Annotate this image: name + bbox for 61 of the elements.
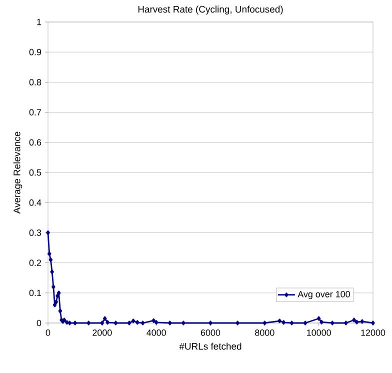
point bbox=[47, 251, 52, 256]
y-tick-label: 0.5 bbox=[29, 169, 42, 176]
y-tick-label: 1 bbox=[37, 18, 42, 26]
point bbox=[102, 316, 107, 321]
y-tick-label: 0.4 bbox=[29, 199, 42, 206]
x-axis-title: #URLs fetched bbox=[179, 342, 242, 350]
point bbox=[48, 257, 53, 262]
point bbox=[73, 320, 77, 326]
point bbox=[344, 320, 348, 326]
point bbox=[135, 320, 140, 325]
point bbox=[290, 320, 294, 326]
point bbox=[52, 284, 56, 290]
point bbox=[58, 308, 62, 314]
point bbox=[68, 320, 72, 326]
y-tick-label: 0.6 bbox=[29, 139, 42, 146]
point bbox=[46, 230, 50, 235]
point bbox=[352, 318, 356, 322]
point bbox=[303, 320, 308, 326]
point bbox=[56, 290, 61, 296]
point bbox=[65, 320, 69, 325]
point bbox=[152, 318, 156, 323]
x-tick-label: 10000 bbox=[307, 330, 331, 336]
point bbox=[316, 316, 321, 321]
point bbox=[50, 270, 54, 274]
point bbox=[154, 320, 158, 325]
x-tick-label: 2000 bbox=[92, 330, 112, 336]
x-tick-label: 4000 bbox=[146, 330, 166, 336]
legend-label: Avg over 100 bbox=[298, 290, 350, 300]
x-tick-label: 6000 bbox=[200, 330, 220, 336]
point bbox=[100, 320, 104, 326]
x-tick-label: 12000 bbox=[361, 330, 386, 336]
point bbox=[114, 320, 118, 326]
y-tick-label: 0.3 bbox=[29, 230, 42, 236]
point bbox=[262, 320, 267, 326]
chart-title: Harvest Rate (Cycling, Unfocused) bbox=[138, 6, 283, 15]
point bbox=[168, 320, 172, 326]
point bbox=[182, 320, 186, 326]
point bbox=[86, 320, 91, 326]
y-tick-label: 0.2 bbox=[29, 260, 42, 266]
point bbox=[282, 320, 286, 325]
x-tick-label: 8000 bbox=[255, 330, 274, 336]
y-tick-label: 0 bbox=[36, 320, 42, 326]
point bbox=[52, 302, 57, 308]
y-tick-label: 0.8 bbox=[29, 79, 42, 86]
y-tick-label: 0.9 bbox=[29, 48, 42, 56]
point bbox=[208, 320, 212, 326]
x-tick-label: 0 bbox=[46, 330, 50, 336]
y-tick-label: 0.1 bbox=[29, 290, 42, 296]
point bbox=[320, 320, 324, 324]
point bbox=[236, 320, 240, 326]
point bbox=[131, 318, 136, 324]
point bbox=[106, 320, 110, 325]
y-tick-label: 0.7 bbox=[29, 109, 42, 116]
point bbox=[140, 320, 145, 326]
point bbox=[360, 319, 364, 324]
y-axis-title: Average Relevance bbox=[13, 132, 22, 214]
point bbox=[127, 320, 132, 326]
point bbox=[278, 318, 282, 324]
point bbox=[354, 320, 359, 324]
point bbox=[371, 320, 375, 326]
point bbox=[330, 320, 334, 326]
